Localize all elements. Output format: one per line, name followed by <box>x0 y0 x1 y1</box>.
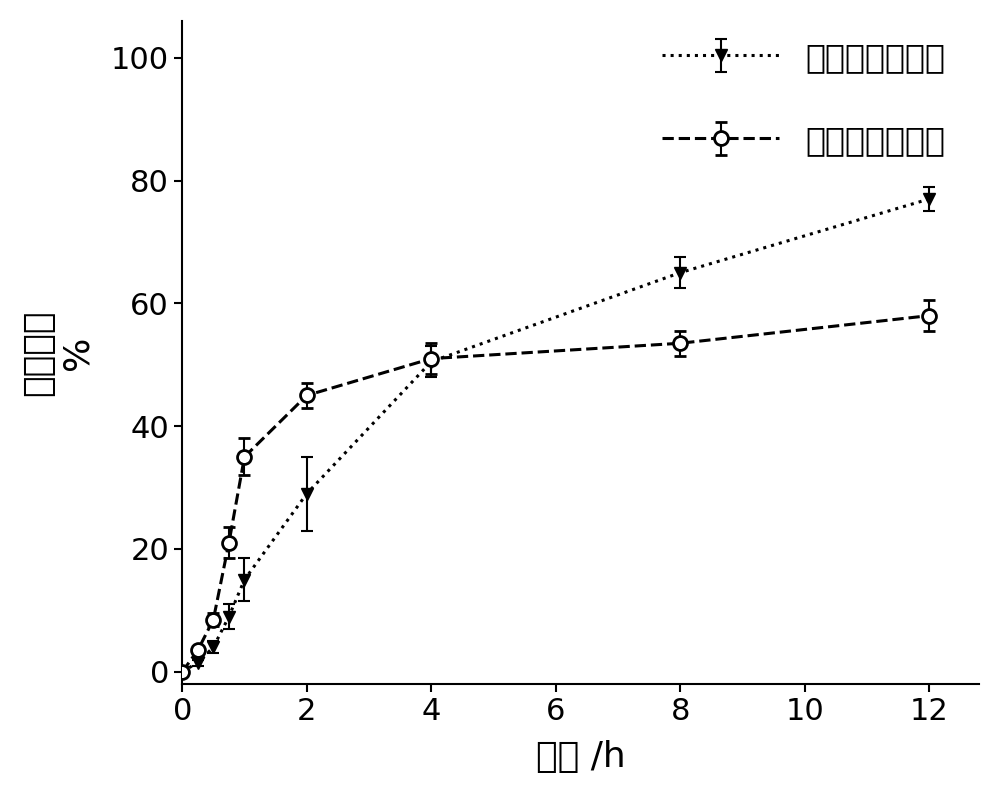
Y-axis label: 释放度，
%: 释放度， % <box>21 309 94 396</box>
X-axis label: 时间 /h: 时间 /h <box>536 740 626 774</box>
Legend: 异甘草素自微乳, 异甘草素混悬液: 异甘草素自微乳, 异甘草素混悬液 <box>646 24 962 173</box>
